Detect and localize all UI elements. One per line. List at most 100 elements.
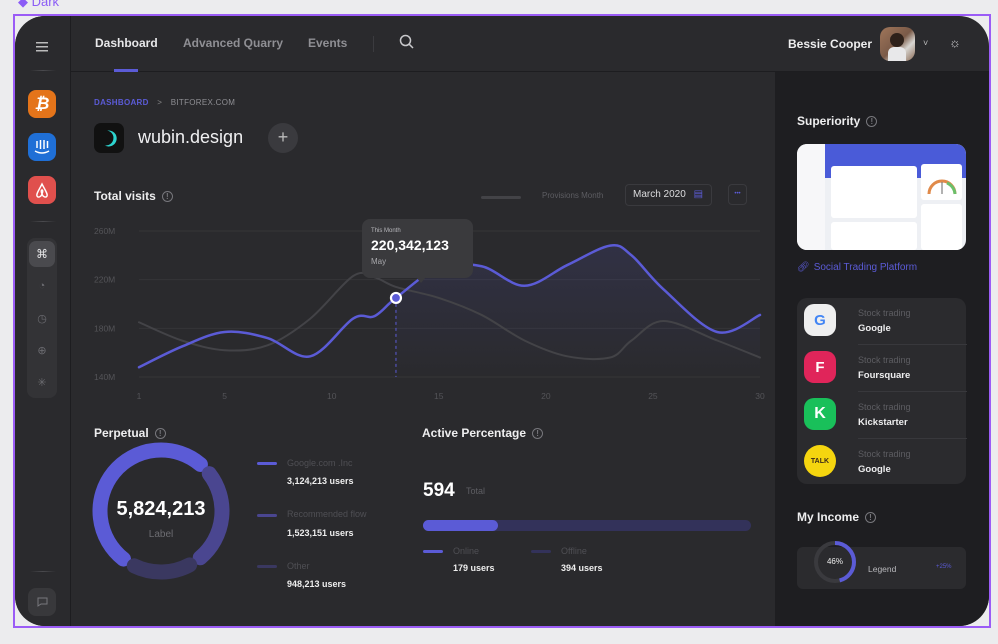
globe-icon: ⊕ bbox=[37, 344, 47, 357]
divider bbox=[858, 391, 967, 392]
sidebar-divider bbox=[30, 221, 56, 222]
dashboard-app: ₿ ⌘ ◔ ◷ ⊕ ✳ Dashboard Advanced Quarry Ev… bbox=[15, 16, 989, 626]
stock-item[interactable]: G Stock trading Google bbox=[797, 298, 967, 345]
perpetual-donut-chart bbox=[92, 442, 230, 580]
avatar-body bbox=[888, 47, 906, 61]
info-icon[interactable]: ! bbox=[532, 428, 544, 439]
tooltip-period: May bbox=[371, 257, 387, 266]
x-tick-label: 20 bbox=[541, 391, 551, 401]
legend-label-other: Other bbox=[287, 561, 310, 571]
income-change: +25% bbox=[936, 564, 952, 570]
info-icon[interactable]: ! bbox=[161, 191, 173, 202]
breadcrumb-current: BITFOREX.COM bbox=[170, 98, 236, 107]
loader-button[interactable]: ✳ bbox=[29, 369, 55, 395]
stock-name: Foursquare bbox=[858, 370, 911, 381]
active-percentage-title: Active Percentage! bbox=[422, 426, 544, 440]
social-trading-link[interactable]: 🔗︎ Social Trading Platform bbox=[797, 262, 917, 273]
tab-advanced-quarry[interactable]: Advanced Quarry bbox=[183, 36, 284, 50]
stock-item[interactable]: F Stock trading Foursquare bbox=[797, 345, 967, 392]
tooltip-caption: This Month bbox=[371, 228, 401, 234]
user-avatar[interactable] bbox=[880, 27, 915, 61]
more-icon: ••• bbox=[734, 191, 741, 197]
stock-category: Stock trading bbox=[858, 308, 911, 318]
total-visits-title-text: Total visits bbox=[94, 189, 156, 203]
site-name: wubin.design bbox=[138, 127, 244, 147]
google-logo-icon: G bbox=[804, 304, 836, 336]
tooltip-arrow bbox=[416, 277, 426, 283]
legend-swatch-google bbox=[257, 462, 277, 465]
stock-category: Stock trading bbox=[858, 449, 911, 459]
stock-name: Google bbox=[858, 464, 891, 475]
theme-toggle-button[interactable]: ☼ bbox=[949, 35, 961, 50]
stock-name: Google bbox=[858, 323, 891, 334]
preview-sidebar bbox=[797, 144, 825, 250]
series-line-provisions-month bbox=[138, 271, 761, 361]
income-title: My Income! bbox=[797, 510, 877, 524]
airbnb-icon bbox=[36, 181, 48, 198]
x-tick-label: 1 bbox=[137, 391, 142, 401]
x-tick-label: 30 bbox=[755, 391, 765, 401]
info-icon[interactable]: ! bbox=[865, 512, 877, 523]
legend-label-recommended: Recommended flow bbox=[287, 509, 367, 519]
highlight-area bbox=[395, 245, 760, 377]
sidebar-app-intercom[interactable] bbox=[28, 133, 56, 161]
main-content: DASHBOARD > BITFOREX.COM wubin.design + … bbox=[71, 72, 775, 626]
income-legend: Legend bbox=[868, 564, 897, 574]
sidebar-app-airbnb[interactable] bbox=[28, 176, 56, 204]
globe-button[interactable]: ⊕ bbox=[29, 337, 55, 363]
menu-button[interactable] bbox=[28, 33, 56, 61]
breadcrumb-root[interactable]: DASHBOARD bbox=[94, 98, 149, 107]
chart-tooltip: This Month 220,342,123 May bbox=[362, 219, 473, 283]
search-button[interactable] bbox=[399, 34, 415, 55]
superiority-preview-image[interactable] bbox=[797, 144, 966, 250]
nav-divider bbox=[373, 36, 374, 52]
user-name: Bessie Cooper bbox=[788, 37, 873, 51]
stock-item[interactable]: K Stock trading Kickstarter bbox=[797, 392, 967, 439]
add-site-button[interactable]: + bbox=[268, 123, 298, 153]
breadcrumb: DASHBOARD > BITFOREX.COM bbox=[94, 98, 235, 107]
sidebar-divider bbox=[30, 70, 56, 71]
info-icon[interactable]: ! bbox=[866, 116, 878, 127]
plus-icon: + bbox=[277, 127, 289, 147]
total-visits-title: Total visits! bbox=[94, 189, 173, 203]
user-menu-chevron[interactable]: ˅ bbox=[923, 38, 928, 48]
legend-line-provisions bbox=[481, 196, 521, 199]
sidebar-tool-group: ⌘ ◔ ◷ ⊕ ✳ bbox=[27, 238, 57, 398]
legend-swatch-other bbox=[257, 565, 277, 568]
donut-segment bbox=[192, 466, 230, 566]
tab-events[interactable]: Events bbox=[308, 36, 348, 50]
chat-icon bbox=[37, 597, 47, 607]
selection-frame bbox=[13, 14, 991, 628]
sidebar: ₿ ⌘ ◔ ◷ ⊕ ✳ bbox=[15, 16, 71, 626]
y-tick-label: 260M bbox=[94, 226, 115, 236]
income-ring-fill bbox=[814, 541, 856, 583]
chat-button[interactable] bbox=[28, 588, 56, 616]
stock-category: Stock trading bbox=[858, 355, 911, 365]
analytics-button[interactable]: ◔ bbox=[29, 273, 55, 299]
superiority-title: Superiority! bbox=[797, 114, 878, 128]
stock-item[interactable]: TALK Stock trading Google bbox=[797, 439, 967, 486]
kakaotalk-logo-icon: TALK bbox=[804, 445, 836, 477]
legend-value-offline: 394 users bbox=[561, 563, 603, 573]
legend-label-offline: Offline bbox=[561, 546, 587, 556]
legend-value-google: 3,124,213 users bbox=[287, 476, 354, 486]
avatar-head bbox=[890, 33, 904, 47]
command-button[interactable]: ⌘ bbox=[29, 241, 55, 267]
month-picker[interactable]: March 2020 ▤ bbox=[625, 184, 712, 206]
superiority-title-text: Superiority bbox=[797, 114, 861, 128]
active-title-text: Active Percentage bbox=[422, 426, 527, 440]
tab-dashboard[interactable]: Dashboard bbox=[95, 36, 158, 50]
sidebar-app-bitcoin[interactable]: ₿ bbox=[28, 90, 56, 118]
legend-label-provisions: Provisions Month bbox=[542, 191, 604, 200]
link-icon: 🔗︎ bbox=[797, 262, 810, 273]
foursquare-logo-icon: F bbox=[804, 351, 836, 383]
history-button[interactable]: ◷ bbox=[29, 305, 55, 331]
active-total-label: Total bbox=[466, 486, 486, 496]
search-icon bbox=[399, 34, 414, 49]
info-icon[interactable]: ! bbox=[154, 428, 166, 439]
moon-icon bbox=[104, 130, 117, 147]
perpetual-title: Perpetual! bbox=[94, 426, 166, 440]
preview-table-card bbox=[831, 166, 917, 218]
more-options-button[interactable]: ••• bbox=[728, 184, 747, 205]
